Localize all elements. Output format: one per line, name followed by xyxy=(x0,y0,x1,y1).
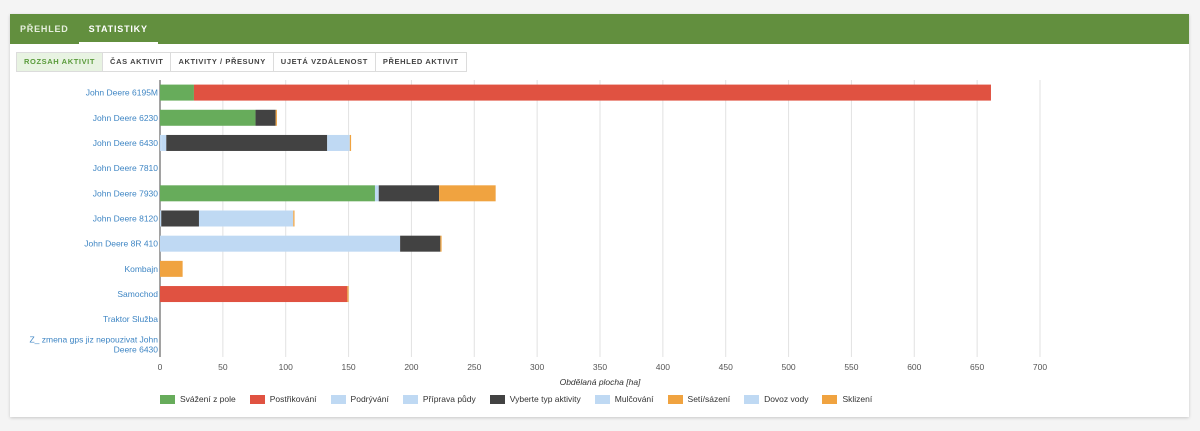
legend-item[interactable]: Postřikování xyxy=(249,394,317,404)
x-tick-label: 550 xyxy=(844,362,858,372)
bar-segment[interactable] xyxy=(374,185,379,202)
bar-segment[interactable] xyxy=(160,84,194,101)
bar-segment[interactable] xyxy=(198,210,294,227)
x-tick-label: 500 xyxy=(781,362,795,372)
x-tick-label: 200 xyxy=(404,362,418,372)
category-label[interactable]: John Deere 7810 xyxy=(93,163,158,173)
legend-item[interactable]: Setí/sázení xyxy=(667,394,731,404)
legend-label: Postřikování xyxy=(269,394,317,404)
legend-swatch xyxy=(160,394,175,404)
legend-swatch xyxy=(594,394,610,404)
tab-prehled[interactable]: PŘEHLED xyxy=(20,24,69,34)
category-label[interactable]: Kombajn xyxy=(124,264,158,274)
legend-swatch xyxy=(744,394,760,404)
category-label[interactable]: John Deere 8R 410 xyxy=(84,239,158,249)
legend-item[interactable]: Svážení z pole xyxy=(160,394,236,404)
legend-swatch xyxy=(249,394,265,404)
legend-swatch xyxy=(330,394,346,404)
x-tick-label: 650 xyxy=(970,362,984,372)
x-tick-label: 350 xyxy=(593,362,607,372)
chart-legend: Svážení z pole Postřikování Podrývání Přípr… xyxy=(160,394,886,404)
x-tick-label: 150 xyxy=(341,362,355,372)
category-label[interactable]: John Deere 8120 xyxy=(93,214,158,224)
legend-label: Mulčování xyxy=(614,394,654,404)
bar-segment[interactable] xyxy=(160,185,375,202)
category-label[interactable]: Samochod xyxy=(117,289,158,299)
tab-statistiky[interactable]: STATISTIKY xyxy=(78,14,158,44)
legend-label: Setí/sázení xyxy=(687,394,731,404)
category-label[interactable]: John Deere 7930 xyxy=(93,188,158,198)
x-tick-label: 100 xyxy=(279,362,293,372)
x-tick-label: 300 xyxy=(530,362,544,372)
legend-item[interactable]: Příprava půdy xyxy=(402,394,476,404)
category-label[interactable]: John Deere 6195M xyxy=(86,88,158,98)
top-tab-bar: PŘEHLED STATISTIKY xyxy=(10,14,1189,44)
bar-segment[interactable] xyxy=(439,185,496,202)
legend-item[interactable]: Podrývání xyxy=(330,394,389,404)
bar-segment[interactable] xyxy=(440,235,442,252)
statistics-card: PŘEHLED STATISTIKY ROZSAH AKTIVIT ČAS AK… xyxy=(10,14,1189,417)
x-tick-label: 0 xyxy=(158,362,163,372)
subtab-ujeta-vzdalenost[interactable]: UJETÁ VZDÁLENOST xyxy=(273,53,376,71)
activity-area-chart: 0 50 100 150 200 250 300 350 400 450 500 550 600 650 7… xyxy=(29,80,1047,387)
legend-item[interactable]: Vyberte typ aktivity xyxy=(489,394,581,404)
legend-label: Dovoz vody xyxy=(764,394,809,404)
legend-item[interactable]: Mulčování xyxy=(594,394,654,404)
x-tick-label: 600 xyxy=(907,362,921,372)
bar-segment[interactable] xyxy=(349,134,352,151)
bar-segment[interactable] xyxy=(400,235,441,252)
legend-label: Příprava půdy xyxy=(422,394,476,404)
bar-segment[interactable] xyxy=(160,210,162,227)
legend-label: Sklizení xyxy=(842,394,873,404)
bar-segment[interactable] xyxy=(193,84,991,101)
category-label[interactable]: Z_ zmena gps jiz nepouzivat John Deere 64… xyxy=(29,334,158,354)
legend-swatch xyxy=(667,394,683,404)
bar-segment[interactable] xyxy=(160,134,162,151)
legend-swatch xyxy=(822,394,838,404)
bar-segment[interactable] xyxy=(166,134,328,151)
subtab-rozsah-aktivit[interactable]: ROZSAH AKTIVIT xyxy=(17,53,104,71)
bar-segment[interactable] xyxy=(378,185,440,202)
bar-segment[interactable] xyxy=(347,286,349,303)
sub-tab-bar: ROZSAH AKTIVIT ČAS AKTIVIT AKTIVITY / PŘ… xyxy=(16,52,467,72)
bar-segment[interactable] xyxy=(160,235,401,252)
bar-segment[interactable] xyxy=(160,109,256,126)
bar-segment[interactable] xyxy=(161,210,199,227)
bar-segment[interactable] xyxy=(160,286,348,303)
subtab-prehled-aktivit[interactable]: PŘEHLED AKTIVIT xyxy=(375,53,466,71)
x-tick-label: 700 xyxy=(1033,362,1047,372)
legend-item[interactable]: Sklizení xyxy=(822,394,872,404)
x-axis-title: Obdělaná plocha [ha] xyxy=(560,377,641,387)
legend-swatch xyxy=(402,394,418,404)
legend-label: Vyberte typ aktivity xyxy=(509,394,581,404)
subtab-aktivity-presuny[interactable]: AKTIVITY / PŘESUNY xyxy=(171,53,274,71)
bar-segment[interactable] xyxy=(327,134,350,151)
bar-segment[interactable] xyxy=(255,109,276,126)
category-label[interactable]: John Deere 6230 xyxy=(93,113,158,123)
x-tick-label: 400 xyxy=(656,362,670,372)
legend-item[interactable]: Dovoz vody xyxy=(744,394,808,404)
bar-segment[interactable] xyxy=(161,134,167,151)
bar-segment[interactable] xyxy=(293,210,295,227)
legend-label: Svážení z pole xyxy=(180,394,236,404)
bar-segment[interactable] xyxy=(275,109,277,126)
x-tick-label: 450 xyxy=(719,362,733,372)
x-tick-label: 250 xyxy=(467,362,481,372)
legend-swatch xyxy=(489,394,505,404)
subtab-cas-aktivit[interactable]: ČAS AKTIVIT xyxy=(103,53,172,71)
category-label[interactable]: Traktor Služba xyxy=(103,314,158,324)
x-tick-label: 50 xyxy=(218,362,228,372)
category-label[interactable]: John Deere 6430 xyxy=(93,138,158,148)
legend-label: Podrývání xyxy=(350,394,389,404)
bar-segment[interactable] xyxy=(160,260,183,277)
